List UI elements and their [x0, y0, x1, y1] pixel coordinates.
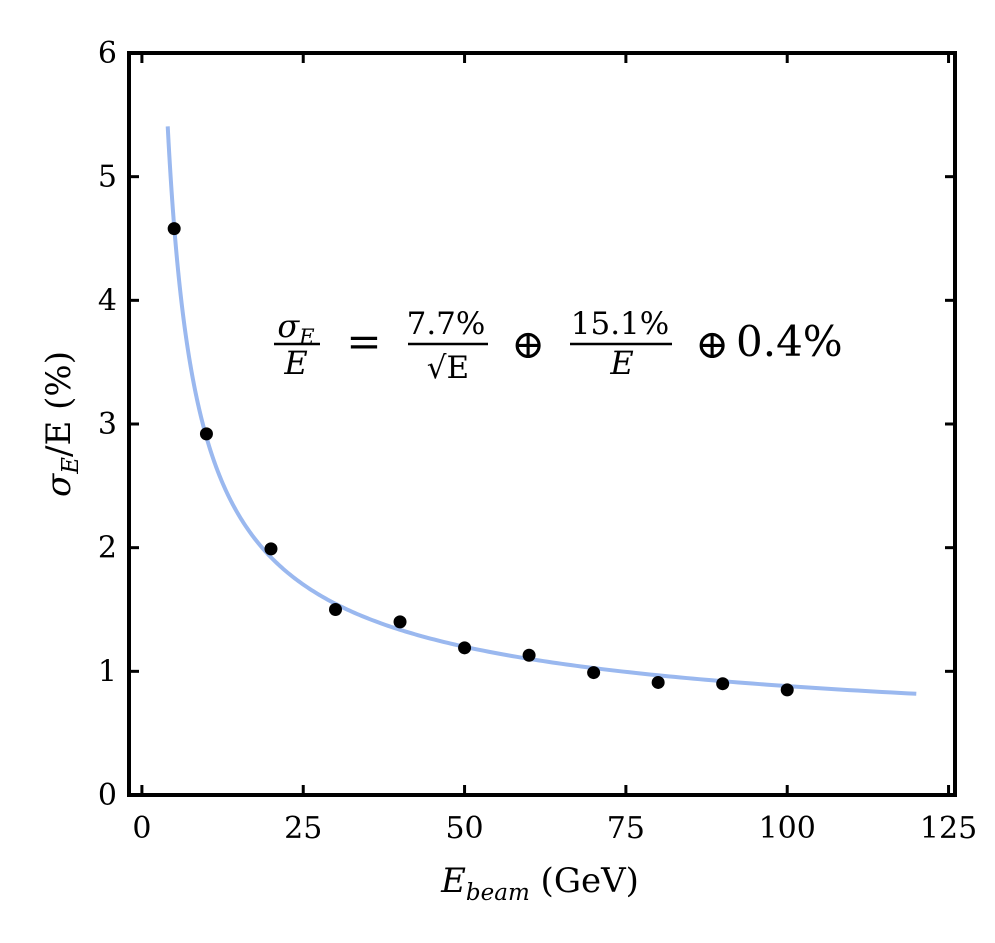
fit-curve: [165, 126, 917, 696]
eq-lhs-denominator: E: [283, 344, 307, 382]
y-tick-label: 2: [98, 531, 117, 566]
resolution-equation: σE E = 7.7% √E ⊕ 15.1% E ⊕ 0.4%: [274, 306, 843, 386]
y-tick-label: 0: [98, 778, 117, 813]
eq-term2-denominator: E: [609, 344, 633, 382]
x-tick-label: 125: [920, 811, 977, 846]
data-point: [329, 603, 342, 616]
y-tick-label: 3: [98, 407, 117, 442]
eq-equals: =: [346, 317, 381, 366]
data-point: [716, 677, 730, 691]
eq-term1-numerator: 7.7%: [407, 306, 486, 342]
data-point: [651, 675, 665, 689]
data-point: [458, 641, 472, 655]
y-axis-title: σE/E (%): [39, 351, 84, 497]
data-point: [393, 615, 407, 629]
data-point: [167, 222, 181, 236]
x-tick-label: 75: [607, 811, 645, 846]
x-tick-label: 50: [445, 811, 483, 846]
x-axis-title: Ebeam (GeV): [440, 861, 639, 906]
y-tick-label: 5: [98, 160, 117, 195]
y-tick-label: 1: [98, 654, 117, 689]
data-point: [522, 648, 536, 662]
y-tick-label: 6: [98, 36, 117, 71]
data-point: [264, 542, 278, 556]
x-tick-label: 0: [132, 811, 151, 846]
data-point: [587, 666, 601, 680]
y-tick-label: 4: [98, 283, 117, 318]
plot-frame: [127, 51, 957, 797]
data-point: [780, 683, 794, 697]
eq-term3: 0.4%: [736, 317, 843, 366]
eq-term2-numerator: 15.1%: [571, 306, 669, 342]
eq-oplus-2: ⊕: [695, 322, 729, 368]
x-tick-label: 100: [759, 811, 816, 846]
x-tick-label: 25: [284, 811, 322, 846]
data-point: [199, 427, 213, 441]
data-points: [167, 222, 794, 697]
tick-labels: 0 25 50 75 100 125 0 1 2 3 4 5 6: [98, 36, 977, 846]
eq-oplus-1: ⊕: [511, 322, 545, 368]
eq-term1-denominator: √E: [427, 350, 469, 386]
